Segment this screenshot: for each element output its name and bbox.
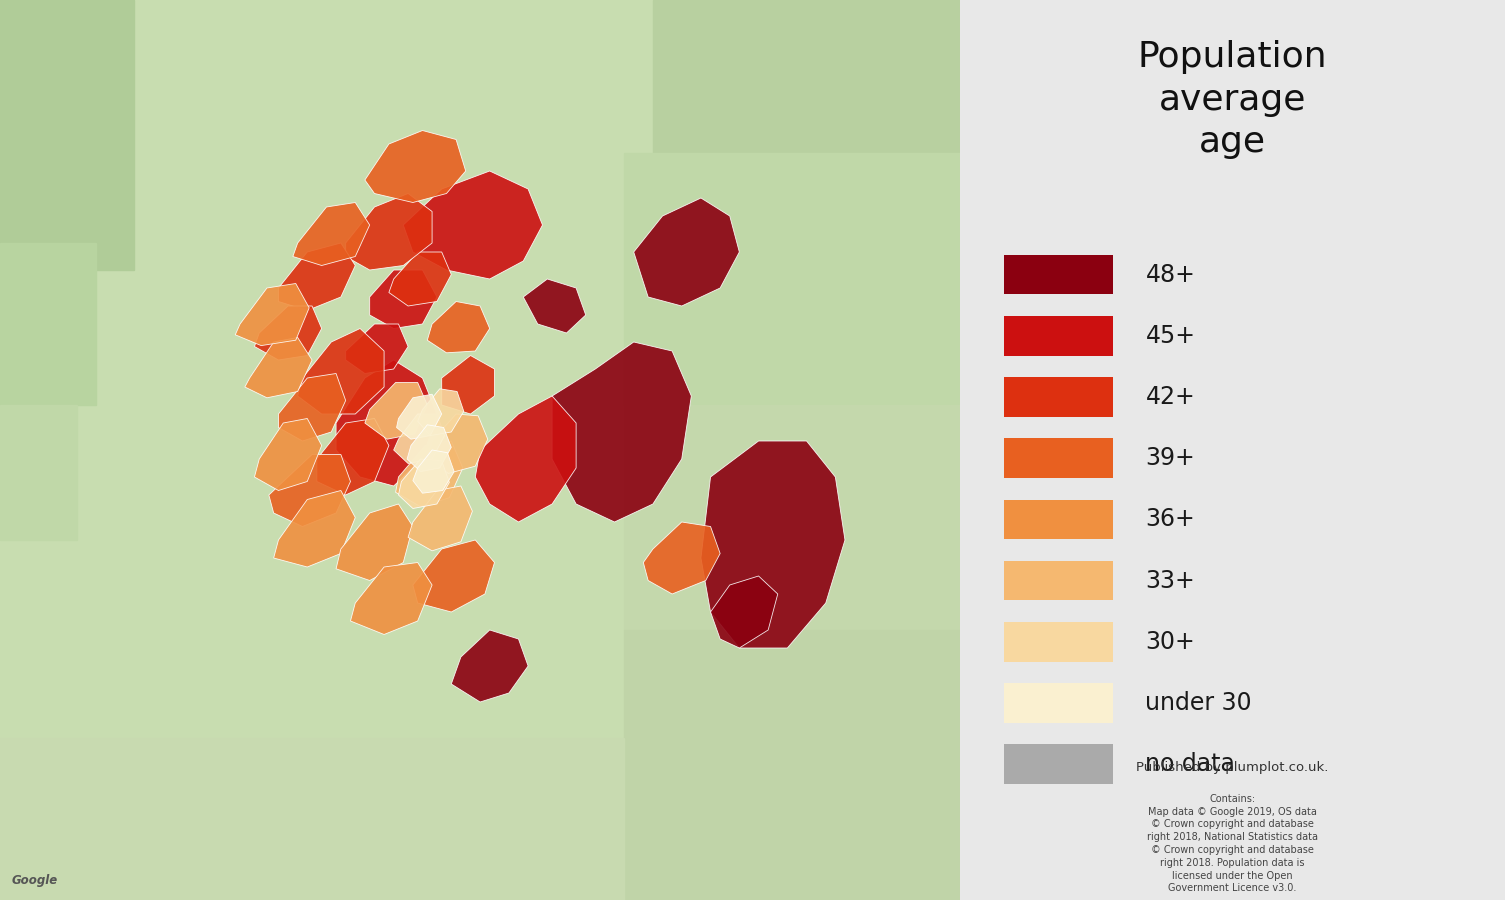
Text: 45+: 45+ — [1145, 324, 1195, 347]
Polygon shape — [427, 414, 488, 473]
Polygon shape — [396, 441, 464, 507]
FancyBboxPatch shape — [1004, 744, 1112, 784]
Polygon shape — [408, 486, 473, 551]
Bar — [625, 405, 960, 630]
Text: 33+: 33+ — [1145, 569, 1195, 592]
Polygon shape — [278, 374, 346, 441]
Polygon shape — [370, 270, 436, 328]
Polygon shape — [364, 382, 427, 439]
Polygon shape — [701, 441, 844, 648]
Polygon shape — [643, 522, 721, 594]
Polygon shape — [524, 279, 585, 333]
Polygon shape — [346, 194, 432, 270]
Bar — [625, 630, 960, 900]
FancyBboxPatch shape — [1004, 683, 1112, 723]
Polygon shape — [427, 302, 489, 353]
Polygon shape — [394, 414, 444, 464]
Text: 48+: 48+ — [1145, 263, 1195, 286]
FancyBboxPatch shape — [1004, 561, 1112, 600]
Polygon shape — [476, 396, 576, 522]
Polygon shape — [235, 284, 309, 346]
Polygon shape — [412, 540, 495, 612]
Polygon shape — [351, 562, 432, 634]
Polygon shape — [441, 356, 495, 414]
Bar — [0, 243, 96, 405]
FancyBboxPatch shape — [1004, 316, 1112, 356]
Text: 39+: 39+ — [1145, 446, 1195, 470]
FancyBboxPatch shape — [1004, 255, 1112, 294]
Polygon shape — [418, 389, 464, 436]
Polygon shape — [710, 576, 778, 648]
Polygon shape — [336, 504, 412, 580]
Text: 42+: 42+ — [1145, 385, 1195, 409]
Text: Google: Google — [12, 874, 57, 886]
Polygon shape — [269, 454, 351, 526]
Text: no data: no data — [1145, 752, 1236, 776]
FancyBboxPatch shape — [1004, 377, 1112, 417]
Bar — [0, 738, 625, 900]
Bar — [653, 0, 960, 198]
Polygon shape — [274, 491, 355, 567]
Polygon shape — [245, 338, 312, 398]
Polygon shape — [298, 328, 384, 414]
Polygon shape — [412, 450, 455, 493]
Polygon shape — [346, 324, 408, 374]
Polygon shape — [293, 202, 370, 266]
FancyBboxPatch shape — [1004, 438, 1112, 478]
Polygon shape — [318, 418, 388, 495]
Text: Contains:
Map data © Google 2019, OS data
© Crown copyright and database
right 2: Contains: Map data © Google 2019, OS dat… — [1147, 794, 1318, 894]
Polygon shape — [403, 171, 542, 279]
FancyBboxPatch shape — [1004, 500, 1112, 539]
FancyBboxPatch shape — [1004, 622, 1112, 662]
Polygon shape — [254, 306, 322, 360]
Text: under 30: under 30 — [1145, 691, 1252, 715]
Polygon shape — [408, 425, 452, 472]
Text: Population
average
age: Population average age — [1138, 40, 1327, 158]
Bar — [0, 405, 77, 540]
Bar — [625, 153, 960, 405]
Polygon shape — [278, 243, 355, 310]
Polygon shape — [452, 630, 528, 702]
Text: 30+: 30+ — [1145, 630, 1195, 653]
Text: 36+: 36+ — [1145, 508, 1195, 531]
Polygon shape — [388, 252, 452, 306]
Polygon shape — [254, 418, 322, 490]
Polygon shape — [634, 198, 739, 306]
Polygon shape — [364, 130, 465, 202]
Bar — [0, 0, 134, 270]
Text: Published by plumplot.co.uk.: Published by plumplot.co.uk. — [1136, 760, 1329, 773]
Polygon shape — [552, 342, 691, 522]
Polygon shape — [396, 394, 441, 439]
Polygon shape — [399, 459, 450, 508]
Polygon shape — [336, 360, 436, 486]
